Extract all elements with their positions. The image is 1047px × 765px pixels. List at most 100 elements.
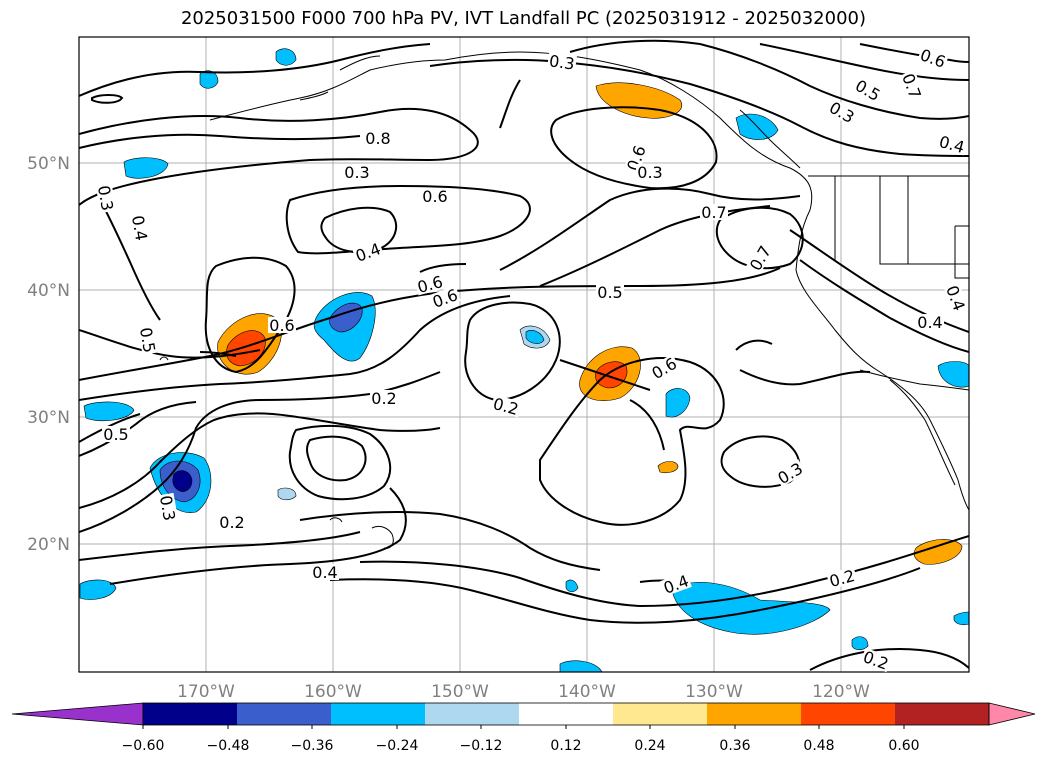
colorbar-segment (707, 703, 801, 725)
contour-label: 0.3 (548, 51, 576, 73)
contour-label-bg (660, 571, 692, 597)
lat-axis-labels: 50°N 40°N 30°N 20°N (27, 154, 70, 555)
contour-label-bg (825, 98, 859, 126)
colorbar-segment (425, 703, 519, 725)
contour-label-bg (218, 514, 246, 530)
contour-label-bg (370, 390, 398, 406)
contour-label-bg (851, 76, 885, 104)
colorbar-tick-label: −0.36 (291, 738, 334, 754)
contour-label-bg (95, 182, 117, 214)
colorbar-segment (613, 703, 707, 725)
contour-label-bg (917, 45, 949, 71)
colorbar: −0.60 −0.48 −0.36 −0.24 −0.12 0.12 0.24 0.36 0.4… (11, 702, 1036, 754)
contour-label-bg (647, 354, 681, 382)
contour-label: 0.4 (312, 563, 337, 582)
contour-label: 0.3 (156, 494, 179, 522)
colorbar-tick-label: −0.12 (460, 738, 503, 754)
contour-label: 0.3 (344, 163, 369, 182)
colorbar-tick-label: −0.60 (122, 738, 165, 754)
anomaly-negative (172, 470, 193, 492)
contour-label: 0.7 (701, 203, 726, 222)
coastlines (159, 51, 969, 549)
lon-label: 160°W (304, 682, 362, 702)
contour-label: 0.7 (746, 242, 775, 274)
anomaly-negative (277, 487, 297, 501)
contour-label-bg (129, 212, 151, 244)
contour-label: 0.4 (937, 132, 967, 157)
colorbar-extend-min (11, 702, 144, 726)
lon-label: 150°W (431, 682, 489, 702)
contour-label: 0.6 (269, 316, 294, 335)
contour-label: 0.5 (597, 283, 622, 302)
contour-label: 0.2 (491, 394, 521, 419)
contour-label-bg (414, 272, 446, 296)
contour-label-bg (352, 239, 384, 265)
contour-label: 0.5 (136, 326, 159, 354)
anomaly-negative (525, 330, 545, 344)
anomaly-negative (665, 388, 691, 418)
colorbar-tick-label: 0.24 (634, 738, 665, 754)
lat-label: 50°N (27, 154, 70, 174)
map-title: 2025031500 F000 700 hPa PV, IVT Landfall… (180, 8, 867, 29)
contour-label-bg (343, 164, 371, 180)
anomaly-positive (913, 539, 963, 565)
colorbar-tick-label: 0.60 (888, 738, 919, 754)
colorbar-segment (143, 703, 237, 725)
lon-label: 140°W (558, 682, 616, 702)
contour-label: 0.4 (128, 214, 151, 242)
contour-label-bg (268, 317, 296, 333)
anomaly-negative (199, 70, 219, 89)
anomaly-negative (123, 157, 169, 179)
colorbar-segment (519, 703, 613, 725)
anomaly-negative (937, 361, 969, 388)
contour-label-bg (746, 241, 774, 275)
contour-label-bg (137, 324, 159, 356)
contour-label-bg (311, 564, 339, 580)
contour-label-bg (773, 459, 807, 487)
contour-label-bg (936, 132, 968, 156)
lon-label: 120°W (812, 682, 870, 702)
anomaly-negative (851, 636, 869, 651)
colorbar-segment (237, 703, 331, 725)
lat-label: 30°N (27, 408, 70, 428)
colorbar-segment (801, 703, 895, 725)
contour-label: 0.8 (365, 129, 390, 148)
contour-label-bg (623, 142, 649, 174)
anomaly-negative (79, 579, 117, 600)
contour-label: 0.2 (371, 389, 396, 408)
filled-anomalies (79, 48, 969, 672)
contour-label: 0.3 (774, 459, 806, 488)
contour-label-bg (700, 204, 728, 220)
colorbar-segment (895, 703, 989, 725)
colorbar-tick-label: 0.36 (719, 738, 750, 754)
colorbar-tick-label: 0.12 (550, 738, 581, 754)
colorbar-tick-label: 0.48 (803, 738, 834, 754)
colorbar-tick-label: −0.24 (376, 738, 419, 754)
lon-label: 170°W (177, 682, 235, 702)
anomaly-negative (953, 611, 969, 626)
colorbar-segment (331, 703, 425, 725)
contour-label: 0.3 (637, 163, 662, 182)
anomaly-negative (559, 660, 603, 672)
anomaly-negative (671, 581, 831, 635)
contour-label-bg (636, 164, 664, 180)
contour-label-bg (943, 282, 969, 314)
contour-label-bg (547, 52, 577, 72)
contour-label-bg (429, 285, 461, 311)
contour-label-bg (860, 647, 892, 673)
contour-label-bg (102, 426, 130, 442)
contour-label-bg (899, 70, 925, 102)
lat-label: 40°N (27, 281, 70, 301)
lon-axis-labels: 170°W 160°W 150°W 140°W 130°W 120°W (177, 682, 870, 702)
contour-label-bg (826, 566, 858, 590)
contour-label: 0.5 (852, 76, 884, 105)
contour-label-bg (157, 492, 179, 524)
plot-frame (78, 36, 970, 673)
lat-label: 20°N (27, 535, 70, 555)
contour-label: 0.3 (94, 184, 117, 212)
contour-label: 0.4 (917, 313, 942, 332)
anomaly-negative (83, 401, 135, 422)
colorbar-tick-label: −0.48 (207, 738, 250, 754)
contour-label-bg (596, 284, 624, 300)
